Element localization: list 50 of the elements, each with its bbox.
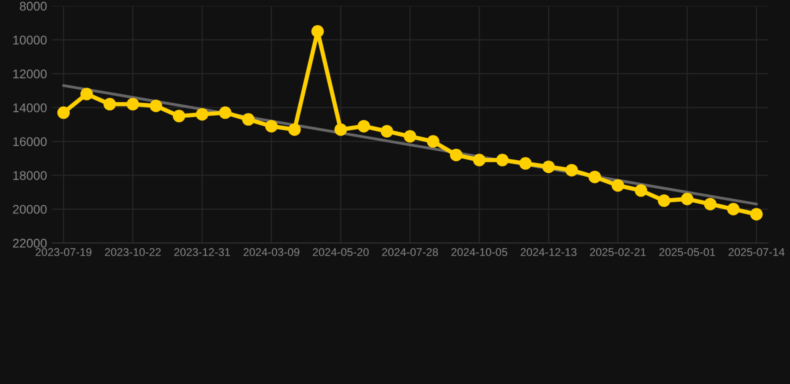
point [218, 106, 232, 119]
y-tick-label: 10000 [13, 36, 47, 45]
point [57, 106, 70, 119]
point [680, 192, 694, 206]
y-tick-label: 8000 [20, 2, 47, 11]
point [404, 130, 416, 143]
point [380, 125, 394, 138]
x-tick-label: 2024-03-09 [244, 248, 300, 256]
point [658, 194, 670, 207]
x-tick-label: 2024-07-28 [382, 248, 438, 256]
point [426, 135, 440, 148]
point [634, 184, 648, 197]
x-tick-label: 2024-12-13 [520, 248, 577, 256]
x-tick-label: 2023-07-19 [36, 248, 92, 256]
point [103, 98, 116, 110]
point [612, 179, 624, 192]
point [496, 154, 509, 166]
x-tick-label: 2024-10-05 [451, 248, 508, 256]
y-tick-label: 16000 [13, 137, 47, 146]
point [727, 202, 740, 216]
y-tick-label: 22000 [13, 238, 47, 248]
point [588, 170, 602, 184]
x-tick-label: 2025-02-21 [590, 248, 646, 256]
point [565, 164, 578, 176]
point [288, 123, 301, 136]
point [311, 25, 324, 38]
point [358, 120, 370, 132]
x-tick-label: 2023-12-31 [174, 248, 230, 256]
point [172, 110, 186, 122]
x-tick-label: 2025-07-14 [728, 248, 785, 256]
point [80, 88, 93, 100]
y-tick-label: 18000 [13, 171, 47, 180]
point [334, 123, 347, 136]
point [242, 113, 255, 126]
point [542, 160, 555, 174]
point [750, 208, 763, 220]
x-tick-label: 2025-05-01 [659, 248, 716, 256]
y-tick-label: 20000 [13, 204, 47, 214]
y-tick-label: 12000 [13, 70, 47, 78]
point [265, 120, 278, 132]
x-tick-label: 2023-10-22 [104, 248, 161, 256]
point [473, 154, 486, 166]
point [196, 108, 208, 121]
y-tick-label: 14000 [13, 103, 47, 112]
point [450, 148, 462, 162]
point [704, 198, 717, 210]
point [150, 100, 162, 112]
point [126, 98, 140, 110]
point [519, 157, 532, 170]
x-tick-label: 2024-05-20 [312, 248, 369, 256]
